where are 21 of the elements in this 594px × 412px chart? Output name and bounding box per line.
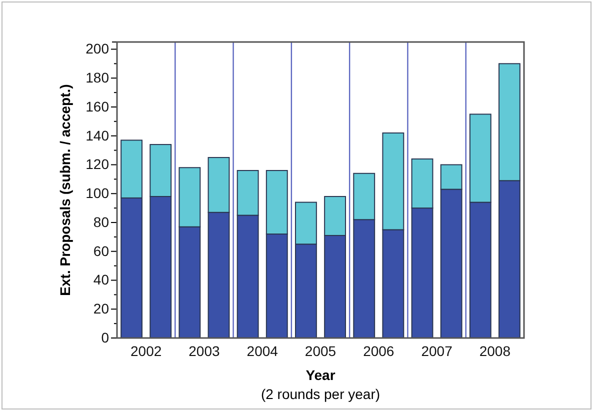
y-tick-label: 100	[86, 185, 110, 202]
y-tick-label: 60	[93, 242, 110, 259]
y-tick-label: 20	[93, 300, 110, 317]
x-tick-label: 2002	[130, 342, 162, 359]
x-tick-label: 2004	[246, 342, 278, 359]
y-tick-label: 180	[86, 70, 110, 86]
y-axis-title: Ext. Proposals (subm. / accept.)	[57, 84, 73, 296]
y-tick-label: 120	[86, 156, 110, 172]
text: (2 rounds per year)	[260, 386, 380, 402]
x-tick-label: 2006	[363, 342, 394, 359]
y-tick-label: 40	[93, 272, 110, 288]
x-tick-label: 2008	[479, 342, 511, 359]
x-tick-label: 2005	[304, 342, 336, 359]
x-axis-title: Year	[306, 367, 336, 383]
x-tick-label: 2003	[188, 342, 220, 359]
y-tick-label: 0	[101, 329, 110, 346]
y-tick-label: 80	[93, 214, 110, 230]
y-tick-label: 200	[86, 40, 110, 57]
x-tick-label: 2007	[421, 342, 453, 359]
y-tick-label: 160	[86, 98, 110, 114]
y-tick-label: 140	[86, 127, 110, 144]
